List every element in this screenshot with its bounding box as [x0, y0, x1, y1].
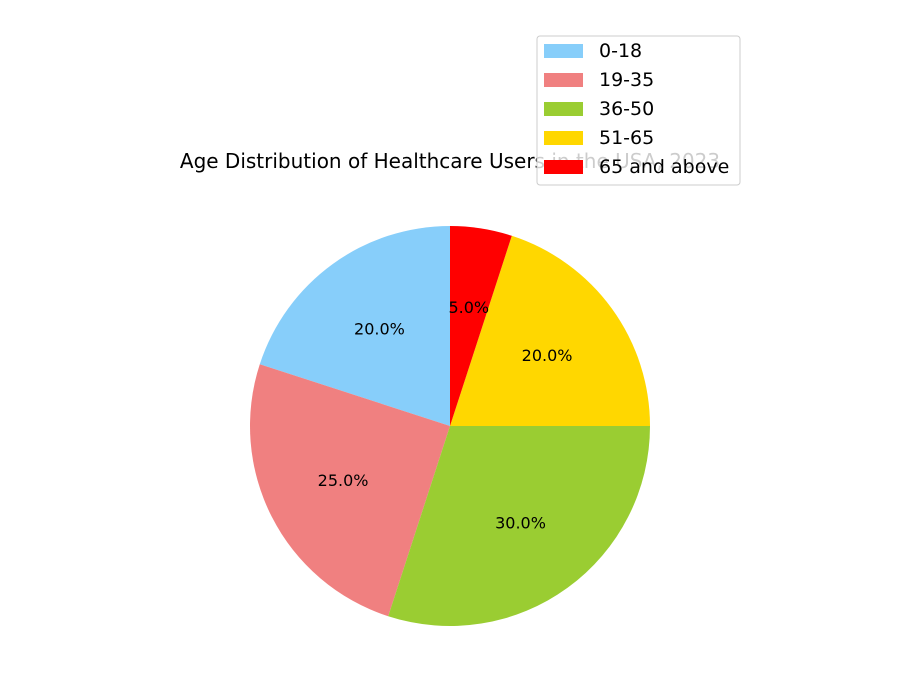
legend-label: 65 and above: [599, 156, 729, 178]
slice-percentage-label: 20.0%: [354, 319, 405, 338]
legend-swatch: [544, 160, 583, 174]
pie-slice-65-and-above: [450, 226, 512, 426]
slice-percentage-label: 5.0%: [448, 298, 489, 317]
legend-label: 19-35: [599, 69, 654, 91]
legend-swatch: [544, 73, 583, 87]
slice-percentage-label: 20.0%: [522, 346, 573, 365]
pie-slice-0-18: [259, 226, 450, 426]
legend-swatch: [544, 131, 583, 145]
legend-swatch: [544, 102, 583, 116]
pie-slice-19-35: [250, 364, 450, 617]
legend-label: 36-50: [599, 98, 654, 120]
pie-slice-51-65: [450, 235, 650, 426]
legend-label: 0-18: [599, 40, 642, 62]
legend: 0-18 19-35 36-50 51-65 65 and above: [536, 35, 741, 186]
slice-percentage-label: 25.0%: [318, 471, 369, 490]
legend-frame: [536, 35, 741, 186]
percentage-labels: 20.0% 25.0% 30.0% 20.0% 5.0%: [318, 298, 573, 533]
slice-percentage-label: 30.0%: [495, 514, 546, 533]
legend-items: 0-18 19-35 36-50 51-65 65 and above: [544, 40, 729, 178]
legend-swatch: [544, 44, 583, 58]
pie-slice-36-50: [388, 426, 650, 626]
pie-slices: [250, 226, 650, 626]
legend-label: 51-65: [599, 127, 654, 149]
